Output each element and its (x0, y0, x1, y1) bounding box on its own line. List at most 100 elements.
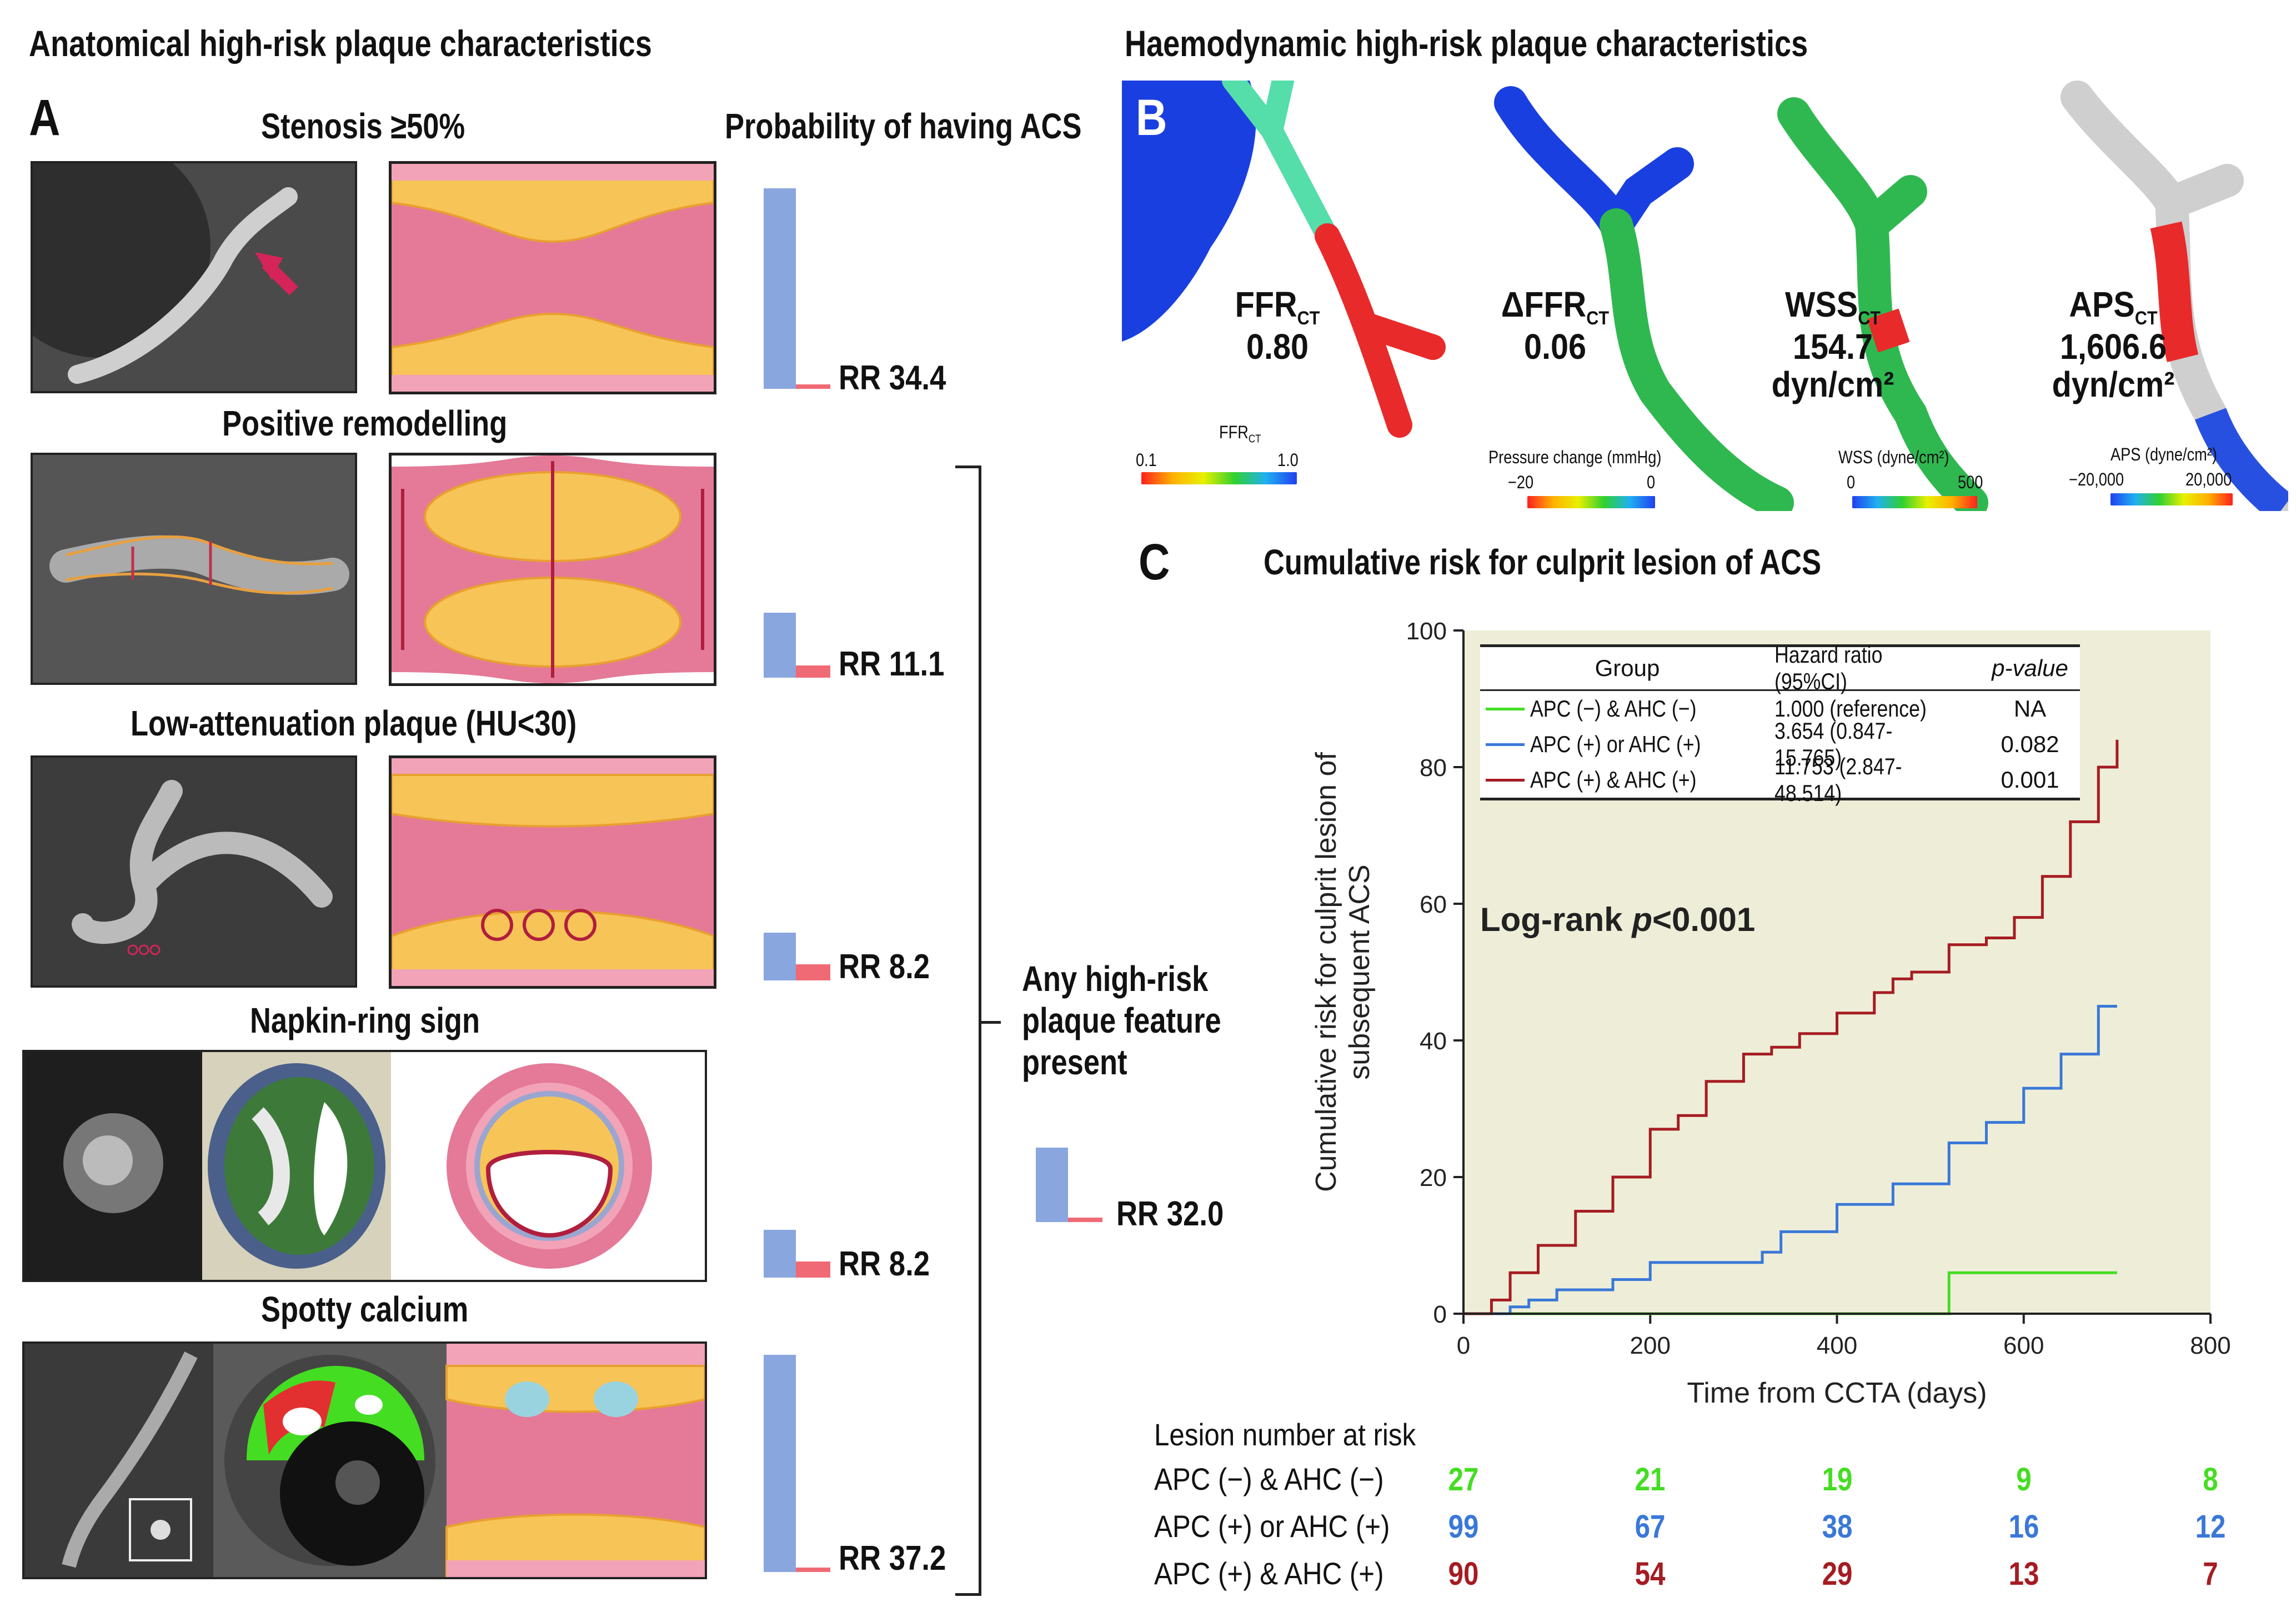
wss-color-scale (1852, 496, 1977, 508)
rr-label-stenosis: RR 34.4 (839, 359, 946, 397)
wss-value: 154.7 (1792, 327, 1873, 367)
hr-header-p: p-value (1992, 655, 2068, 681)
vessel-label-delta-ffr: ΔFFRCT 0.06 (1472, 286, 1638, 366)
y-tick-label: 0 (1433, 1301, 1447, 1328)
ffr-color-scale (1141, 472, 1297, 484)
panel-b-letter: B (1136, 89, 1167, 146)
probability-title: Probability of having ACS (725, 106, 1082, 146)
rr-label-napkin-ring: RR 8.2 (839, 1245, 930, 1283)
aps-value: 1,606.6 (2059, 327, 2167, 367)
aps-name: APS (2069, 284, 2135, 324)
risk-value: 12 (2195, 1509, 2226, 1545)
hr-row-group: APC (+) or AHC (+) (1530, 731, 1701, 757)
ct-stenosis-artery (33, 163, 355, 391)
hr-row-p: NA (2013, 695, 2047, 722)
y-tick-label: 80 (1420, 754, 1447, 782)
schematic-stenosis-drawing (392, 164, 714, 392)
napkin-ring-images (22, 1050, 707, 1282)
grouping-bracket (955, 465, 981, 1596)
risk-value: 99 (1448, 1509, 1479, 1545)
feature-title-remodelling: Positive remodelling (222, 403, 508, 443)
hr-row-hr: 3.654 (0.847-15.765) (1774, 718, 1893, 770)
risk-value: 16 (2008, 1509, 2039, 1545)
hr-row-hr: 11.753 (2.847-48.514) (1774, 753, 1902, 806)
risk-value: 7 (2203, 1556, 2218, 1592)
wss-unit: dyn/cm² (1771, 364, 1894, 404)
risk-value: 67 (1635, 1509, 1666, 1545)
y-axis-label-line2: subsequent ACS (1343, 864, 1376, 1079)
risk-value: 27 (1448, 1461, 1479, 1498)
ffr-name-line: FFRCT (1202, 286, 1352, 328)
schematic-remodelling-drawing (392, 455, 714, 683)
aps-name-line: APSCT (2031, 286, 2196, 328)
x-tick-label: 600 (2003, 1332, 2044, 1359)
ffr-scale-max: 1.0 (1277, 450, 1299, 470)
napkin-ring-drawing (24, 1052, 705, 1280)
vessel-renderings (1122, 69, 2296, 525)
y-tick-label: 60 (1420, 891, 1447, 918)
ct-image-low-attenuation (31, 755, 357, 988)
prob-bar-blue-4 (764, 1230, 796, 1278)
wss-scale-min: 0 (1847, 472, 1856, 492)
hr-row-hr: 1.000 (reference) (1774, 695, 1927, 722)
delta-ffr-name-line: ΔFFRCT (1480, 286, 1630, 328)
legend-swatch-darkred (1480, 778, 1530, 782)
panel-b-vessel-images (1122, 69, 2296, 525)
panel-c-letter: C (1139, 534, 1170, 590)
hr-header-group: Group (1595, 655, 1660, 681)
pressure-scale-min: −20 (1508, 472, 1534, 492)
legend-line-darkred (1486, 778, 1525, 782)
prob-bar-blue-6 (1036, 1148, 1068, 1222)
hr-row-p: 0.082 (2001, 731, 2059, 757)
hr-row-group: APC (−) & AHC (−) (1530, 695, 1697, 722)
risk-value: 21 (1635, 1461, 1666, 1498)
pressure-color-scale (1527, 496, 1655, 508)
y-tick-group: 0 20 40 60 80 100 (1406, 618, 1463, 1328)
ffr-scale-min: 0.1 (1136, 450, 1157, 470)
aps-sub: CT (2134, 307, 2158, 329)
panel-c-title: Cumulative risk for culprit lesion of AC… (1264, 542, 1822, 582)
prob-bar-blue-1 (764, 188, 796, 389)
prob-bar-blue-2 (764, 613, 796, 678)
schematic-stenosis (389, 161, 716, 394)
x-tick-label: 800 (2190, 1332, 2230, 1359)
risk-value: 19 (1822, 1461, 1852, 1498)
aps-unit: dyn/cm² (2052, 364, 2175, 404)
wss-sub: CT (1858, 307, 1881, 329)
bracket-tick (979, 1021, 1001, 1024)
schematic-remodelling (389, 453, 716, 686)
risk-value: 8 (2203, 1461, 2218, 1498)
y-tick-label: 100 (1406, 618, 1447, 645)
ffr-sub: CT (1297, 307, 1320, 329)
vessel-label-aps: APSCT 1,606.6 dyn/cm² (2022, 286, 2205, 403)
aps-color-scale (2110, 493, 2233, 505)
hr-table-header: Group Hazard ratio (95%CI) p-value (1480, 642, 2080, 694)
risk-value: 29 (1822, 1556, 1852, 1592)
ffr-scale-title-sub: CT (1248, 433, 1261, 445)
wss-name: WSS (1784, 284, 1858, 324)
x-tick-label: 0 (1457, 1332, 1470, 1359)
x-tick-label: 400 (1817, 1332, 1857, 1359)
panel-a-letter: A (29, 89, 61, 146)
hr-table-row: APC (−) & AHC (−) 1.000 (reference) NA (1480, 691, 2080, 727)
panel-b-section-title: Haemodynamic high-risk plaque characteri… (1125, 23, 1808, 64)
y-tick-label: 20 (1420, 1164, 1447, 1192)
prob-bar-red-4 (796, 1261, 830, 1278)
feature-title-low-attenuation: Low-attenuation plaque (HU<30) (131, 703, 577, 743)
feature-title-napkin-ring: Napkin-ring sign (250, 1000, 480, 1040)
hr-header-hr: Hazard ratio (95%CI) (1774, 642, 1883, 694)
vessel-label-ffr: FFRCT 0.80 (1194, 286, 1361, 366)
spotty-calcium-images (22, 1341, 707, 1579)
prob-bar-blue-5 (764, 1355, 796, 1572)
legend-line-green (1486, 707, 1525, 710)
legend-line-blue (1486, 743, 1525, 746)
any-feature-line2: plaque feature (1022, 1000, 1221, 1040)
rr-label-low-attenuation: RR 8.2 (839, 948, 930, 986)
risk-value: 9 (2016, 1461, 2032, 1498)
risk-value: 38 (1822, 1509, 1852, 1545)
aps-scale-title: APS (dyne/cm²) (2110, 444, 2217, 464)
delta-ffr-value: 0.06 (1523, 327, 1587, 367)
x-axis-label: Time from CCTA (days) (1687, 1377, 1987, 1409)
rr-label-remodelling: RR 11.1 (839, 645, 945, 683)
hr-row-group: APC (+) & AHC (+) (1530, 767, 1697, 793)
